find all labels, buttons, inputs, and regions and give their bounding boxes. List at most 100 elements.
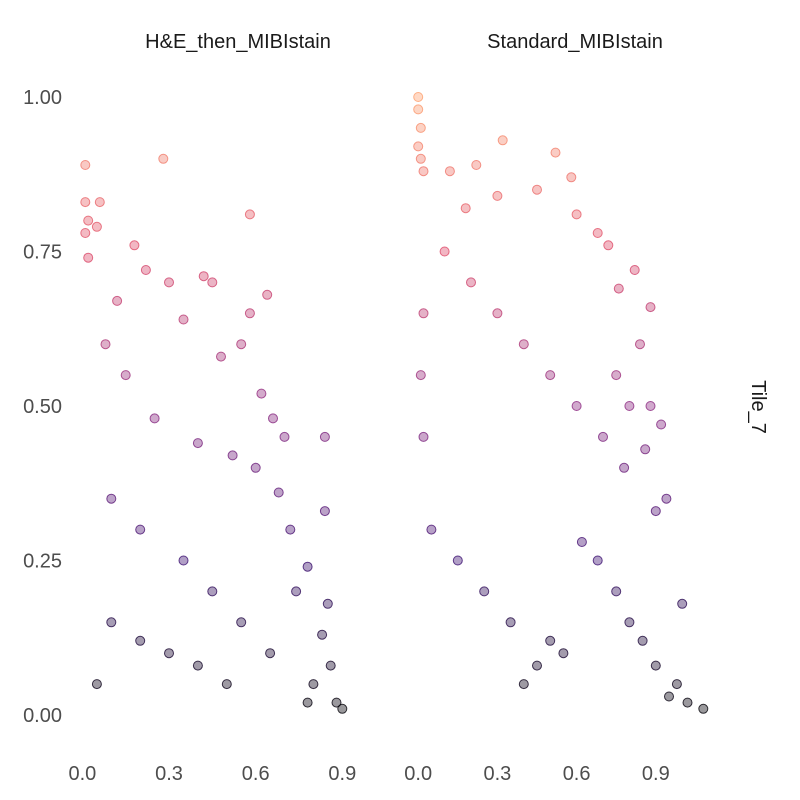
scatter-point <box>415 122 426 133</box>
scatter-point <box>650 506 661 517</box>
scatter-points <box>413 92 709 714</box>
scatter-point <box>664 691 674 702</box>
scatter-point <box>135 524 146 535</box>
scatter-point <box>94 197 105 208</box>
scatter-point <box>273 487 284 498</box>
row-strip-label: Tile_7 <box>747 380 769 434</box>
scatter-point <box>83 252 94 263</box>
scatter-point <box>532 660 542 671</box>
scatter-point <box>603 240 614 251</box>
scatter-point <box>497 135 508 146</box>
scatter-point <box>140 265 151 275</box>
scatter-point <box>505 617 516 628</box>
x-axis-ticks: 0.0 0.3 0.6 0.9 <box>404 763 669 785</box>
scatter-point <box>337 703 348 714</box>
scatter-point <box>460 203 471 214</box>
scatter-point <box>158 153 169 164</box>
y-tick-label: 0.75 <box>23 242 62 264</box>
x-tick-label: 0.3 <box>155 763 183 785</box>
scatter-point <box>682 697 693 708</box>
scatter-point <box>91 221 102 232</box>
scatter-point <box>466 277 476 288</box>
x-tick-label: 0.9 <box>328 763 356 785</box>
scatter-point <box>192 660 203 671</box>
y-tick-label: 0.00 <box>23 705 62 727</box>
scatter-point <box>418 166 429 177</box>
scatter-point <box>444 166 455 177</box>
scatter-point <box>308 679 319 690</box>
scatter-point <box>302 561 313 572</box>
scatter-point <box>611 586 622 597</box>
scatter-point <box>624 617 635 628</box>
scatter-point <box>415 153 426 164</box>
scatter-point <box>518 679 529 690</box>
scatter-point <box>331 697 342 708</box>
scatter-point <box>426 524 437 535</box>
scatter-point <box>149 413 160 424</box>
scatter-point <box>492 190 503 201</box>
scatter-point <box>418 431 429 442</box>
scatter-point <box>439 246 450 257</box>
scatter-point <box>91 679 102 690</box>
scatter-point <box>571 401 582 411</box>
scatter-point <box>415 370 426 381</box>
panel-title: Standard_MIBIstain <box>487 31 663 53</box>
scatter-point <box>265 648 276 659</box>
scatter-point <box>178 314 189 325</box>
scatter-point <box>216 351 226 362</box>
scatter-point <box>198 271 209 282</box>
scatter-point <box>112 295 123 306</box>
scatter-point <box>661 493 672 504</box>
x-tick-label: 0.3 <box>483 763 511 785</box>
scatter-point <box>244 308 255 319</box>
scatter-point <box>317 629 328 640</box>
x-tick-label: 0.0 <box>68 763 96 785</box>
panel-he-then-mibistain: H&E_then_MIBIstain 0.0 0.3 0.6 0.9 <box>68 31 356 785</box>
scatter-point <box>83 215 94 226</box>
scatter-point <box>413 92 424 102</box>
scatter-point <box>637 635 648 646</box>
scatter-point <box>677 598 688 609</box>
scatter-point <box>207 586 218 597</box>
scatter-point <box>236 339 247 350</box>
scatter-point <box>325 660 336 671</box>
scatter-point <box>164 648 174 659</box>
scatter-point <box>244 209 255 220</box>
scatter-point <box>256 388 267 399</box>
scatter-point <box>650 660 661 671</box>
scatter-point <box>129 240 140 251</box>
scatter-point <box>322 598 333 609</box>
scatter-point <box>613 283 624 294</box>
scatter-point <box>302 697 313 708</box>
scatter-point <box>479 586 490 597</box>
scatter-point <box>418 308 429 319</box>
scatter-point <box>629 265 640 275</box>
scatter-point <box>106 617 117 628</box>
x-tick-label: 0.0 <box>404 763 432 785</box>
scatter-point <box>698 703 709 714</box>
scatter-point <box>221 679 232 690</box>
scatter-point <box>545 635 556 646</box>
x-tick-label: 0.6 <box>563 763 591 785</box>
scatter-point <box>236 617 247 628</box>
scatter-point <box>319 431 330 442</box>
scatter-point <box>576 537 587 547</box>
scatter-point <box>279 431 290 442</box>
scatter-point <box>492 308 503 319</box>
scatter-point <box>80 197 91 208</box>
scatter-point <box>452 555 463 566</box>
scatter-point <box>268 413 278 424</box>
scatter-point <box>413 104 424 115</box>
scatter-point <box>592 555 603 566</box>
scatter-point <box>566 172 577 183</box>
scatter-point <box>598 431 608 442</box>
x-tick-label: 0.6 <box>242 763 270 785</box>
scatter-point <box>558 648 569 659</box>
scatter-points <box>80 153 348 714</box>
scatter-point <box>120 370 131 381</box>
y-tick-label: 1.00 <box>23 87 62 109</box>
scatter-point <box>518 339 529 350</box>
scatter-point <box>671 679 682 690</box>
scatter-point <box>192 438 203 449</box>
scatter-point <box>645 401 656 411</box>
